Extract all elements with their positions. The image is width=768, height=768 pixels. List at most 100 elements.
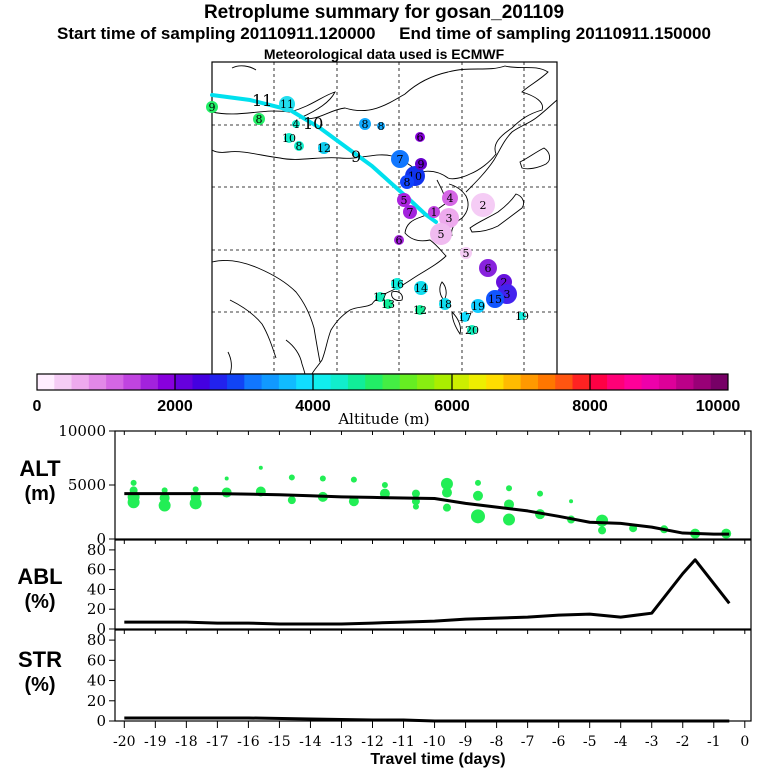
colorbar-cell	[209, 374, 228, 390]
trajectory-point	[430, 223, 452, 245]
track-labels: 11 10 9	[252, 91, 361, 166]
panel-frame	[114, 539, 752, 630]
panel-labels: ALT (m) ABL (%) STR (%)	[17, 456, 62, 696]
abl-panel-label: ABL	[17, 564, 62, 589]
y-tick-label: 80	[87, 541, 106, 559]
colorbar-cell	[313, 374, 332, 390]
x-tick-label: -6	[552, 734, 566, 750]
colorbar-cell	[486, 374, 504, 390]
trajectory-point-label: 11	[280, 98, 294, 111]
altitude-scatter-point	[350, 476, 357, 483]
altitude-scatter-point	[569, 499, 574, 504]
x-axis-title: Travel time (days)	[370, 751, 505, 768]
trajectory-track	[210, 93, 438, 224]
trajectory-point	[359, 118, 371, 130]
end-time-label: End time of sampling 20110911.150000	[399, 24, 711, 43]
trajectory-point	[391, 150, 409, 168]
colorbar-cell	[365, 374, 383, 390]
trajectory-point	[415, 158, 427, 170]
colorbar-cell	[572, 374, 591, 390]
trajectory-point-label: 7	[407, 206, 414, 219]
altitude-scatter-point	[258, 465, 263, 470]
trajectory-point	[471, 299, 485, 313]
colorbar-cell	[175, 374, 193, 390]
y-tick-label: 20	[87, 600, 106, 618]
colorbar-cell	[417, 374, 435, 390]
trajectory-point	[294, 141, 304, 151]
trajectory-point-label: 5	[401, 194, 408, 207]
x-tick-label: -12	[361, 734, 384, 750]
trajectory-point-label: 6	[396, 234, 403, 247]
trajectory-point-label: 9	[209, 101, 216, 114]
figure-title: Retroplume summary for gosan_201109	[203, 2, 565, 23]
trajectory-point-label: 4	[447, 192, 454, 205]
x-tick-label: -8	[490, 734, 504, 750]
altitude-scatter-point	[440, 477, 453, 490]
colorbar-cell	[658, 374, 677, 390]
x-tick-label: -16	[237, 734, 260, 750]
colorbar-tick-label: 0	[33, 398, 42, 415]
colorbar-tick-label: 6000	[434, 398, 470, 415]
trajectory-point	[383, 299, 393, 309]
y-tick-label: 60	[87, 651, 106, 669]
colorbar-cell	[607, 374, 625, 390]
colorbar-cell	[710, 374, 729, 390]
colorbar-cell	[157, 374, 176, 390]
altitude-scatter-point	[503, 513, 516, 526]
trajectory-point-label: 8	[296, 140, 303, 153]
altitude-scatter-point	[348, 496, 359, 507]
colorbar-frame	[36, 373, 729, 391]
colorbar-tick-label: 8000	[572, 398, 608, 415]
colorbar-cell	[106, 374, 124, 390]
trajectory-point	[284, 133, 294, 143]
y-tick-label: 5000	[68, 476, 106, 494]
x-tick-label: 0	[740, 734, 749, 750]
trajectory-point-label: 17	[373, 291, 387, 304]
colorbar-tick-label: 10000	[696, 398, 741, 415]
x-tick-label: -15	[268, 734, 291, 750]
trajectory-point	[486, 290, 504, 308]
panel-0: 0 5000 10000	[58, 422, 752, 548]
colorbar-cell	[382, 374, 401, 390]
trajectory-point-label: 14	[414, 282, 428, 295]
colorbar-cell	[693, 374, 712, 390]
altitude-scatter-point	[130, 479, 137, 486]
y-tick-label: 40	[87, 672, 106, 690]
y-tick-label: 10000	[58, 422, 106, 440]
altitude-scatter-point	[537, 490, 544, 497]
trajectory-point-label: 19	[471, 300, 485, 313]
track-label: 10	[303, 114, 323, 133]
trajectory-point-label: 12	[317, 142, 331, 155]
altitude-scatter-point	[288, 474, 295, 481]
trajectory-point	[391, 278, 403, 290]
colorbar-cell	[555, 374, 574, 390]
altitude-scatter-point	[442, 503, 451, 512]
trajectory-point-label: 18	[438, 298, 452, 311]
x-tick-label: -11	[392, 734, 415, 750]
altitude-scatter-point	[319, 475, 326, 482]
trajectory-point	[400, 175, 414, 189]
trajectory-point	[253, 113, 265, 125]
trajectory-point	[442, 190, 458, 206]
trajectory-point-label: 8	[404, 176, 411, 189]
colorbar-cell	[624, 374, 643, 390]
colorbar-cell	[278, 374, 297, 390]
colorbar-cell	[347, 374, 366, 390]
colorbar-tick-label: 2000	[157, 398, 193, 415]
colorbar-cell	[468, 374, 487, 390]
trajectory-point-label: 17	[458, 311, 472, 324]
trajectory-point	[518, 312, 526, 320]
trajectory-point-label: 13	[381, 298, 395, 311]
str-panel-label: STR	[18, 647, 62, 672]
colorbar-cell	[503, 374, 522, 390]
y-tick-label: 20	[87, 692, 106, 710]
trajectory-point-label: 20	[465, 324, 479, 337]
series-line	[124, 492, 730, 536]
trajectory-point	[439, 208, 459, 228]
trajectory-point-label: 2	[480, 199, 487, 212]
map-frame	[211, 61, 558, 375]
trajectory-point	[292, 120, 300, 128]
